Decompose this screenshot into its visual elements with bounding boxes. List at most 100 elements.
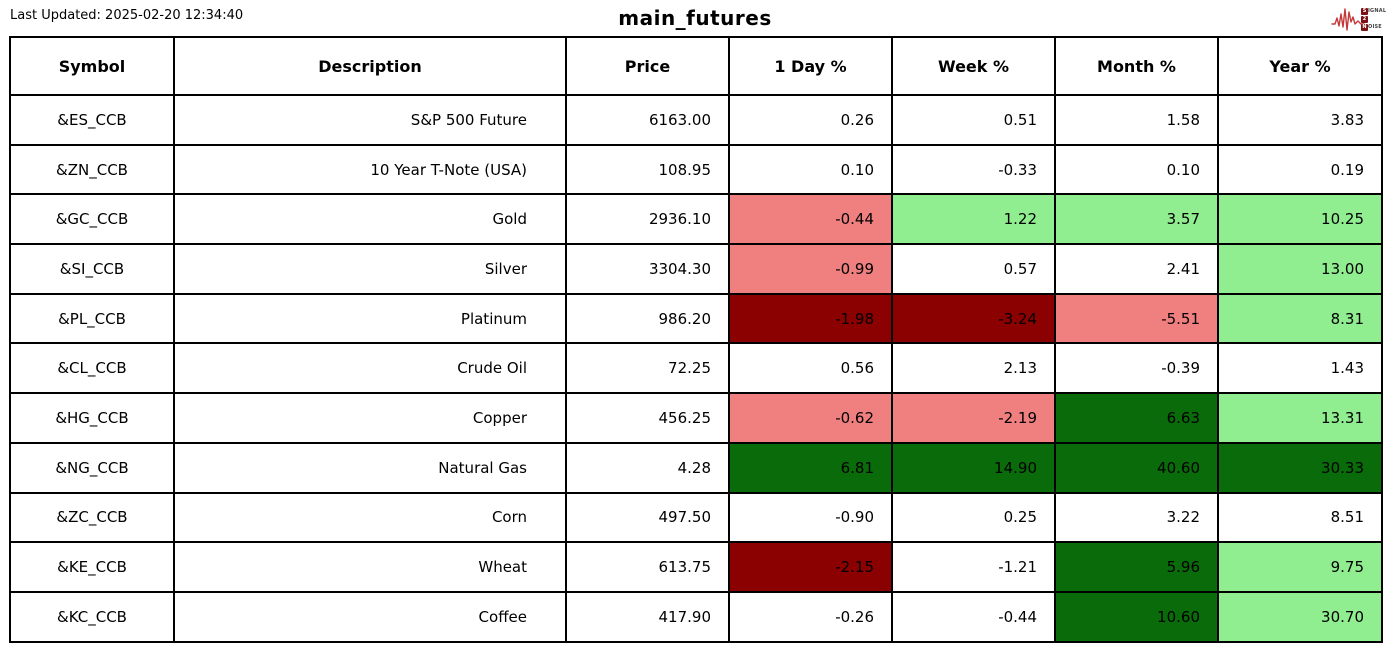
header-1day: 1 Day % bbox=[728, 36, 893, 96]
table-row: &HG_CCB Copper 456.25 -0.62 -2.19 6.63 13.31 bbox=[9, 392, 1383, 444]
pct-cell: 8.51 bbox=[1217, 491, 1383, 544]
last-updated-label: Last Updated: 2025-02-20 12:34:40 bbox=[10, 8, 244, 23]
pct-cell: 3.22 bbox=[1054, 491, 1219, 544]
pct-cell: 10.25 bbox=[1217, 193, 1383, 246]
pct-cell: 13.31 bbox=[1217, 392, 1383, 444]
table-row: &ZC_CCB Corn 497.50 -0.90 0.25 3.22 8.51 bbox=[9, 491, 1383, 544]
logo-text: S IGNAL 2 N OISE bbox=[1361, 7, 1387, 31]
price-cell: 417.90 bbox=[565, 590, 730, 643]
signal-2-noise-logo: S IGNAL 2 N OISE bbox=[1331, 3, 1387, 35]
description-cell: Coffee bbox=[173, 590, 567, 643]
price-cell: 613.75 bbox=[565, 541, 730, 593]
description-cell: 10 Year T-Note (USA) bbox=[173, 143, 567, 196]
pct-cell: 2.13 bbox=[891, 342, 1056, 395]
description-cell: Gold bbox=[173, 193, 567, 246]
pct-cell: -0.90 bbox=[728, 491, 893, 544]
price-cell: 6163.00 bbox=[565, 94, 730, 146]
pct-cell: 0.10 bbox=[728, 143, 893, 196]
pct-cell: 2.41 bbox=[1054, 243, 1219, 295]
symbol-cell: &NG_CCB bbox=[9, 441, 175, 494]
price-cell: 72.25 bbox=[565, 342, 730, 395]
table-row: &ES_CCB S&P 500 Future 6163.00 0.26 0.51 1.58… bbox=[9, 94, 1383, 146]
description-cell: Copper bbox=[173, 392, 567, 444]
table-row: &ZN_CCB 10 Year T-Note (USA) 108.95 0.10 -0.… bbox=[9, 143, 1383, 196]
pct-cell: -0.44 bbox=[728, 193, 893, 246]
pct-cell: 1.43 bbox=[1217, 342, 1383, 395]
pct-cell: -5.51 bbox=[1054, 292, 1219, 345]
pct-cell: -0.44 bbox=[891, 590, 1056, 643]
table-row: &CL_CCB Crude Oil 72.25 0.56 2.13 -0.39 1.43 bbox=[9, 342, 1383, 395]
description-cell: Natural Gas bbox=[173, 441, 567, 494]
price-cell: 497.50 bbox=[565, 491, 730, 544]
futures-table-body: &ES_CCB S&P 500 Future 6163.00 0.26 0.51 1.58… bbox=[9, 94, 1383, 643]
symbol-cell: &KC_CCB bbox=[9, 590, 175, 643]
description-cell: Wheat bbox=[173, 541, 567, 593]
pct-cell: -3.24 bbox=[891, 292, 1056, 345]
table-row: &KE_CCB Wheat 613.75 -2.15 -1.21 5.96 9.75 bbox=[9, 541, 1383, 593]
table-row: &KC_CCB Coffee 417.90 -0.26 -0.44 10.60 30.70 bbox=[9, 590, 1383, 643]
pct-cell: 9.75 bbox=[1217, 541, 1383, 593]
pct-cell: 5.96 bbox=[1054, 541, 1219, 593]
pct-cell: 13.00 bbox=[1217, 243, 1383, 295]
header-description: Description bbox=[173, 36, 567, 96]
pct-cell: 0.26 bbox=[728, 94, 893, 146]
pct-cell: 8.31 bbox=[1217, 292, 1383, 345]
pct-cell: 3.83 bbox=[1217, 94, 1383, 146]
table-row: &NG_CCB Natural Gas 4.28 6.81 14.90 40.60 30.3… bbox=[9, 441, 1383, 494]
description-cell: Silver bbox=[173, 243, 567, 295]
description-cell: S&P 500 Future bbox=[173, 94, 567, 146]
pct-cell: -2.15 bbox=[728, 541, 893, 593]
table-header: Symbol Description Price 1 Day % Week % … bbox=[9, 36, 1383, 96]
table-row: &SI_CCB Silver 3304.30 -0.99 0.57 2.41 13.00 bbox=[9, 243, 1383, 295]
table-row: &PL_CCB Platinum 986.20 -1.98 -3.24 -5.51 8.31 bbox=[9, 292, 1383, 345]
pct-cell: -0.99 bbox=[728, 243, 893, 295]
pct-cell: 0.57 bbox=[891, 243, 1056, 295]
pct-cell: -1.21 bbox=[891, 541, 1056, 593]
pct-cell: -0.33 bbox=[891, 143, 1056, 196]
description-cell: Platinum bbox=[173, 292, 567, 345]
symbol-cell: &ZN_CCB bbox=[9, 143, 175, 196]
pct-cell: 0.10 bbox=[1054, 143, 1219, 196]
header-row: Symbol Description Price 1 Day % Week % … bbox=[9, 36, 1383, 96]
price-cell: 4.28 bbox=[565, 441, 730, 494]
header-month: Month % bbox=[1054, 36, 1219, 96]
price-cell: 3304.30 bbox=[565, 243, 730, 295]
price-cell: 108.95 bbox=[565, 143, 730, 196]
pct-cell: 40.60 bbox=[1054, 441, 1219, 494]
description-cell: Corn bbox=[173, 491, 567, 544]
pct-cell: -2.19 bbox=[891, 392, 1056, 444]
symbol-cell: &GC_CCB bbox=[9, 193, 175, 246]
pct-cell: 6.63 bbox=[1054, 392, 1219, 444]
header-symbol: Symbol bbox=[9, 36, 175, 96]
logo-badge-s: S bbox=[1361, 7, 1368, 15]
pct-cell: 6.81 bbox=[728, 441, 893, 494]
pct-cell: 3.57 bbox=[1054, 193, 1219, 246]
description-cell: Crude Oil bbox=[173, 342, 567, 395]
symbol-cell: &HG_CCB bbox=[9, 392, 175, 444]
pct-cell: 30.70 bbox=[1217, 590, 1383, 643]
logo-badge-n: N bbox=[1361, 23, 1368, 31]
header-week: Week % bbox=[891, 36, 1056, 96]
page-title: main_futures bbox=[618, 6, 772, 30]
price-cell: 986.20 bbox=[565, 292, 730, 345]
symbol-cell: &KE_CCB bbox=[9, 541, 175, 593]
pct-cell: 0.19 bbox=[1217, 143, 1383, 196]
price-cell: 456.25 bbox=[565, 392, 730, 444]
table-row: &GC_CCB Gold 2936.10 -0.44 1.22 3.57 10.25 bbox=[9, 193, 1383, 246]
price-cell: 2936.10 bbox=[565, 193, 730, 246]
pct-cell: -1.98 bbox=[728, 292, 893, 345]
pct-cell: 0.56 bbox=[728, 342, 893, 395]
pct-cell: 10.60 bbox=[1054, 590, 1219, 643]
symbol-cell: &CL_CCB bbox=[9, 342, 175, 395]
symbol-cell: &ZC_CCB bbox=[9, 491, 175, 544]
pct-cell: 1.58 bbox=[1054, 94, 1219, 146]
header-price: Price bbox=[565, 36, 730, 96]
pct-cell: 14.90 bbox=[891, 441, 1056, 494]
logo-rest-ignal: IGNAL bbox=[1368, 7, 1387, 14]
pct-cell: 1.22 bbox=[891, 193, 1056, 246]
pct-cell: -0.62 bbox=[728, 392, 893, 444]
header-year: Year % bbox=[1217, 36, 1383, 96]
symbol-cell: &SI_CCB bbox=[9, 243, 175, 295]
futures-table: Symbol Description Price 1 Day % Week % … bbox=[9, 36, 1383, 643]
